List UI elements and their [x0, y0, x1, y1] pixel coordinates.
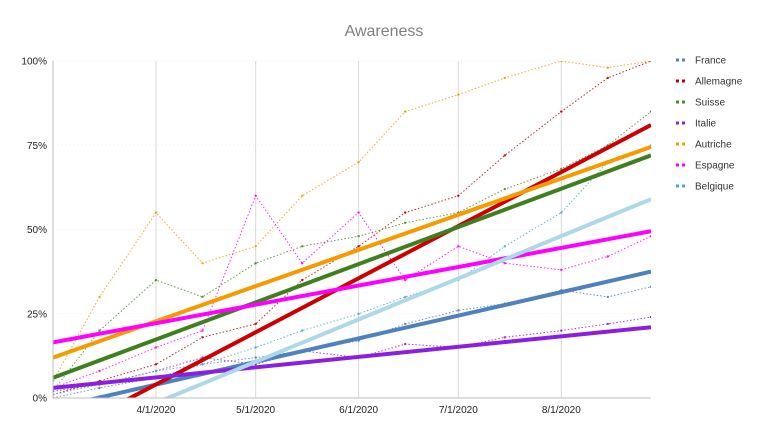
- point-espagne: [649, 235, 651, 238]
- point-espagne: [606, 255, 609, 258]
- point-italie: [404, 342, 407, 346]
- x-tick-label: 6/1/2020: [339, 405, 378, 416]
- point-france: [98, 386, 101, 390]
- point-suisse: [404, 221, 407, 224]
- point-autriche: [503, 76, 506, 80]
- point-france: [404, 322, 407, 326]
- point-autriche: [154, 211, 158, 214]
- legend-label-italie: Italie: [695, 119, 717, 130]
- point-belgique: [357, 312, 360, 315]
- point-suisse: [154, 278, 158, 282]
- legend-label-belgique: Belgique: [695, 182, 734, 193]
- point-espagne: [560, 268, 563, 272]
- point-france: [254, 356, 257, 359]
- point-belgique: [503, 245, 506, 248]
- point-suisse: [301, 245, 304, 248]
- point-espagne: [503, 262, 506, 265]
- point-espagne: [254, 194, 257, 197]
- point-espagne: [404, 278, 407, 282]
- point-espagne: [301, 262, 304, 265]
- point-suisse: [560, 167, 563, 170]
- x-tick-label: 8/1/2020: [542, 405, 581, 416]
- x-tick-label: 7/1/2020: [439, 405, 478, 416]
- point-suisse: [201, 295, 204, 299]
- point-autriche: [606, 66, 609, 69]
- point-allemagne: [503, 154, 506, 157]
- point-allemagne: [357, 245, 360, 248]
- point-espagne: [154, 346, 158, 349]
- point-allemagne: [301, 278, 304, 282]
- point-espagne: [457, 245, 460, 248]
- point-allemagne: [254, 322, 257, 326]
- point-allemagne: [606, 76, 609, 80]
- point-espagne: [357, 211, 360, 214]
- trendline-suisse: [53, 153, 651, 380]
- point-belgique: [201, 363, 204, 366]
- point-autriche: [457, 93, 460, 96]
- point-autriche: [98, 295, 101, 299]
- point-italie: [503, 336, 506, 339]
- point-espagne: [98, 369, 101, 373]
- trendline-layer: [53, 123, 651, 398]
- point-allemagne: [560, 110, 563, 113]
- point-autriche: [649, 61, 651, 63]
- x-tick-label: 4/1/2020: [137, 405, 176, 416]
- point-france: [649, 285, 651, 288]
- point-autriche: [560, 61, 563, 63]
- point-suisse: [98, 329, 101, 332]
- point-suisse: [357, 235, 360, 238]
- point-allemagne: [201, 336, 204, 339]
- point-belgique: [560, 211, 563, 214]
- point-italie: [649, 315, 651, 319]
- y-tick-label: 50%: [27, 225, 47, 236]
- legend: France Allemagne Suisse Italie Autriche Espag…: [676, 56, 743, 193]
- point-belgique: [301, 329, 304, 332]
- point-allemagne: [404, 211, 407, 214]
- y-tick-label: 75%: [27, 141, 47, 152]
- point-allemagne: [154, 363, 158, 366]
- legend-label-france: France: [695, 56, 727, 67]
- legend-label-allemagne: Allemagne: [695, 77, 743, 88]
- point-autriche: [201, 262, 204, 265]
- point-autriche: [254, 245, 257, 248]
- point-autriche: [301, 194, 304, 197]
- point-suisse: [503, 187, 506, 191]
- y-tick-label: 25%: [27, 309, 47, 320]
- point-belgique: [254, 346, 257, 349]
- legend-label-autriche: Autriche: [695, 140, 732, 151]
- point-italie: [606, 322, 609, 326]
- point-autriche: [357, 160, 360, 164]
- point-belgique: [404, 295, 407, 299]
- y-tick-label: 0%: [33, 394, 48, 405]
- y-tick-label: 100%: [21, 57, 47, 68]
- trendline-espagne: [53, 229, 651, 345]
- point-suisse: [649, 110, 651, 113]
- chart-title: Awareness: [345, 23, 424, 40]
- point-allemagne: [457, 194, 460, 197]
- trendline-belgique: [162, 197, 651, 398]
- x-tick-label: 5/1/2020: [236, 405, 275, 416]
- legend-label-espagne: Espagne: [695, 161, 735, 172]
- axes: 4/1/2020 5/1/2020 6/1/2020 7/1/2020 8/1/2020…: [21, 57, 651, 416]
- point-france: [606, 295, 609, 299]
- point-belgique: [154, 369, 158, 373]
- point-suisse: [254, 262, 257, 265]
- legend-label-suisse: Suisse: [695, 98, 725, 109]
- point-italie: [560, 329, 563, 332]
- trendline-italie: [53, 325, 651, 390]
- point-france: [457, 309, 460, 312]
- point-autriche: [404, 110, 407, 113]
- gridlines: [53, 60, 651, 398]
- trendline-allemagne: [125, 123, 651, 398]
- point-espagne: [201, 329, 204, 332]
